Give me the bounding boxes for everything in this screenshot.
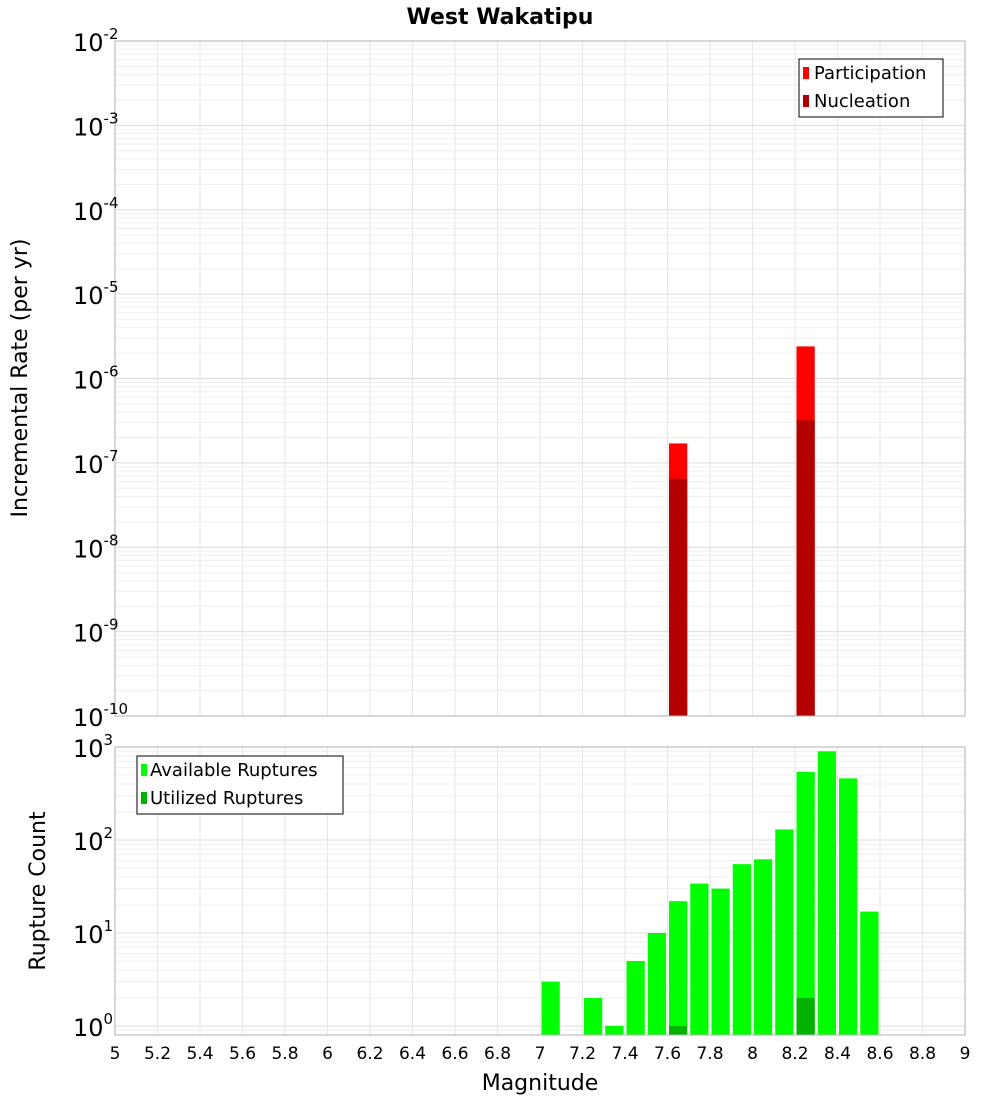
x-tick-label: 8.6 bbox=[866, 1044, 893, 1064]
bar-available-ruptures bbox=[796, 771, 815, 1035]
legend-swatch-available bbox=[141, 764, 147, 776]
x-tick-label: 8 bbox=[747, 1044, 758, 1064]
x-tick-label: 7.2 bbox=[569, 1044, 596, 1064]
top-panel-bars bbox=[669, 346, 815, 716]
x-tick-label: 5.8 bbox=[271, 1044, 298, 1064]
x-tick-label: 6.4 bbox=[399, 1044, 426, 1064]
x-tick-label: 6 bbox=[322, 1044, 333, 1064]
y-tick-label: 103 bbox=[73, 731, 113, 763]
x-tick-label: 8.8 bbox=[909, 1044, 936, 1064]
y-tick-label: 10-5 bbox=[73, 278, 119, 310]
bar-available-ruptures bbox=[860, 911, 879, 1035]
legend-label-participation: Participation bbox=[814, 63, 926, 84]
x-tick-label: 5.6 bbox=[229, 1044, 256, 1064]
bar-available-ruptures bbox=[605, 1025, 624, 1035]
x-tick-label: 6.2 bbox=[356, 1044, 383, 1064]
x-tick-label: 6.8 bbox=[484, 1044, 511, 1064]
bar-available-ruptures bbox=[647, 932, 666, 1035]
y-tick-label: 10-3 bbox=[73, 109, 119, 141]
top-legend-box bbox=[798, 58, 944, 118]
bottom-legend-box bbox=[136, 755, 344, 815]
x-tick-label: 5.4 bbox=[186, 1044, 213, 1064]
bottom-panel-bars bbox=[541, 751, 879, 1035]
bar-available-ruptures bbox=[584, 997, 603, 1035]
bar-available-ruptures bbox=[754, 859, 773, 1035]
bar-available-ruptures bbox=[732, 864, 751, 1035]
y-tick-label: 101 bbox=[73, 917, 113, 949]
bar-utilized-ruptures bbox=[796, 997, 815, 1035]
chart-title: West Wakatipu bbox=[407, 5, 594, 30]
y-tick-label: 10-9 bbox=[73, 616, 119, 648]
bar-available-ruptures bbox=[839, 778, 858, 1035]
bottom-y-axis-title: Rupture Count bbox=[26, 811, 51, 971]
bar-available-ruptures bbox=[711, 888, 730, 1035]
bar-nucleation bbox=[669, 478, 688, 716]
bar-available-ruptures bbox=[626, 960, 645, 1035]
x-axis-title: Magnitude bbox=[482, 1071, 599, 1096]
y-tick-label: 10-4 bbox=[73, 194, 119, 226]
y-tick-label: 100 bbox=[73, 1010, 113, 1042]
top-panel-frame bbox=[114, 40, 966, 717]
y-tick-label: 102 bbox=[73, 824, 113, 856]
bar-available-ruptures bbox=[690, 883, 709, 1035]
legend-label-nucleation: Nucleation bbox=[814, 91, 910, 112]
x-tick-label: 7.6 bbox=[654, 1044, 681, 1064]
top-y-axis-title: Incremental Rate (per yr) bbox=[8, 239, 33, 518]
x-tick-label: 7.8 bbox=[696, 1044, 723, 1064]
x-tick-label: 6.6 bbox=[441, 1044, 468, 1064]
x-tick-label: 7 bbox=[535, 1044, 546, 1064]
y-tick-label: 10-2 bbox=[73, 25, 119, 57]
top-panel-grid bbox=[114, 40, 966, 717]
x-tick-label: 7.4 bbox=[611, 1044, 638, 1064]
x-tick-label: 8.2 bbox=[781, 1044, 808, 1064]
legend-swatch-nucleation bbox=[803, 95, 809, 107]
legend-label-available: Available Ruptures bbox=[150, 760, 318, 781]
bar-available-ruptures bbox=[541, 981, 560, 1035]
legend-label-utilized: Utilized Ruptures bbox=[150, 788, 303, 809]
x-tick-label: 8.4 bbox=[824, 1044, 851, 1064]
y-tick-label: 10-7 bbox=[73, 447, 119, 479]
bottom-panel-frame bbox=[114, 746, 966, 1036]
y-tick-label: 10-8 bbox=[73, 531, 119, 563]
x-axis-ticks: 5 5.2 5.4 5.6 5.8 6 6.2 6.4 6.6 6.8 7 7.2 7.4 7.6 7.8 8… bbox=[110, 1044, 971, 1064]
top-panel-y-ticks: 10-2 10-3 10-4 10-5 10-6 10-7 10-8 10-9 10-10 bbox=[73, 25, 128, 732]
bar-available-ruptures bbox=[817, 751, 836, 1035]
y-tick-label: 10-6 bbox=[73, 363, 119, 395]
x-tick-label: 9 bbox=[960, 1044, 971, 1064]
top-legend: Participation Nucleation bbox=[798, 58, 944, 118]
bar-nucleation bbox=[796, 420, 815, 716]
bottom-legend: Available Ruptures Utilized Ruptures bbox=[136, 755, 344, 815]
x-tick-label: 5 bbox=[110, 1044, 121, 1064]
bar-available-ruptures bbox=[669, 901, 688, 1035]
y-tick-label: 10-10 bbox=[73, 700, 128, 732]
bottom-panel-y-ticks: 103 102 101 100 bbox=[73, 731, 113, 1042]
legend-swatch-utilized bbox=[141, 792, 147, 804]
x-tick-label: 5.2 bbox=[144, 1044, 171, 1064]
bar-available-ruptures bbox=[775, 829, 794, 1035]
legend-swatch-participation bbox=[803, 67, 809, 79]
bar-utilized-ruptures bbox=[669, 1025, 688, 1035]
